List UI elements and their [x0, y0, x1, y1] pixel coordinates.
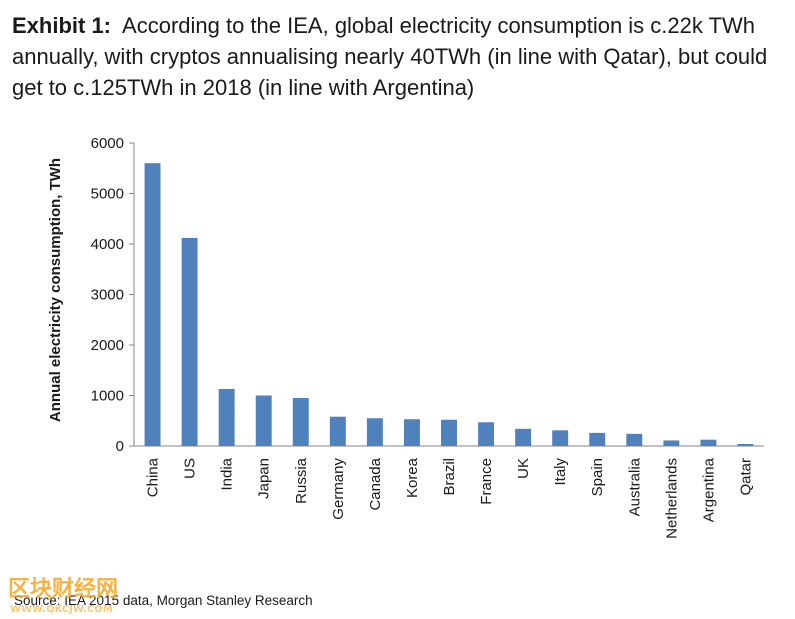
x-tick-label: Italy	[552, 458, 569, 486]
bar-chart: China US India Japan Russia Germany Canada Kore…	[47, 135, 764, 539]
y-tick-label: 4000	[91, 236, 124, 253]
x-tick-label: Australia	[626, 457, 643, 516]
bar-russia	[292, 398, 309, 446]
bar-germany	[329, 416, 346, 446]
x-tick-label: Argentina	[700, 457, 717, 522]
chart-bars	[144, 163, 754, 446]
bar-japan	[255, 395, 272, 446]
source-note: Source: IEA 2015 data, Morgan Stanley Re…	[14, 593, 313, 608]
x-tick-label: US	[182, 458, 199, 479]
y-tick-label: 5000	[91, 186, 124, 203]
x-tick-label: Germany	[330, 458, 347, 520]
x-tick-label: Qatar	[737, 458, 754, 496]
x-tick-label: Russia	[293, 457, 310, 504]
exhibit-description: According to the IEA, global electricity…	[12, 13, 768, 100]
bar-canada	[366, 418, 383, 446]
bar-brazil	[441, 419, 457, 446]
y-tick-label: 2000	[91, 337, 124, 354]
x-tick-label: Korea	[404, 457, 421, 498]
watermark-logo: 区块财经网 WWW.QKCJW.COM	[8, 576, 118, 615]
y-tick-label: 0	[116, 438, 124, 455]
y-axis-label: Annual electricity consumption, TWh	[47, 158, 64, 422]
y-tick-label: 6000	[91, 135, 124, 152]
y-tick-label: 1000	[91, 388, 124, 405]
x-tick-labels: China US India Japan Russia Germany Canada Kore…	[145, 457, 755, 539]
x-tick-label: India	[219, 457, 236, 490]
bar-qatar	[737, 443, 754, 446]
bar-netherlands	[663, 440, 680, 446]
x-tick-label: Brazil	[441, 458, 458, 496]
bar-australia	[626, 433, 643, 446]
x-tick-label: China	[145, 457, 162, 497]
bar-uk	[515, 428, 532, 446]
exhibit-label: Exhibit 1:	[12, 13, 112, 38]
bar-france	[478, 422, 495, 446]
watermark-url: WWW.QKCJW.COM	[10, 604, 113, 615]
x-tick-label: Japan	[256, 458, 273, 499]
bar-italy	[552, 430, 569, 446]
x-tick-label: Netherlands	[663, 458, 680, 539]
bar-india	[218, 388, 235, 446]
y-tick-labels: 0 1000 2000 3000 4000 5000 6000	[91, 135, 134, 455]
watermark-brand: 区块财经网	[8, 576, 118, 602]
bar-china	[144, 163, 161, 446]
exhibit-title: Exhibit 1: According to the IEA, global …	[12, 10, 787, 103]
bar-korea	[403, 419, 420, 446]
bar-spain	[589, 432, 606, 446]
x-tick-label: Spain	[589, 458, 606, 496]
x-tick-label: France	[478, 458, 495, 505]
x-tick-label: UK	[515, 458, 532, 479]
bar-us	[181, 237, 198, 446]
y-tick-label: 3000	[91, 287, 124, 304]
x-tick-label: Canada	[367, 457, 384, 510]
bar-argentina	[700, 439, 717, 446]
